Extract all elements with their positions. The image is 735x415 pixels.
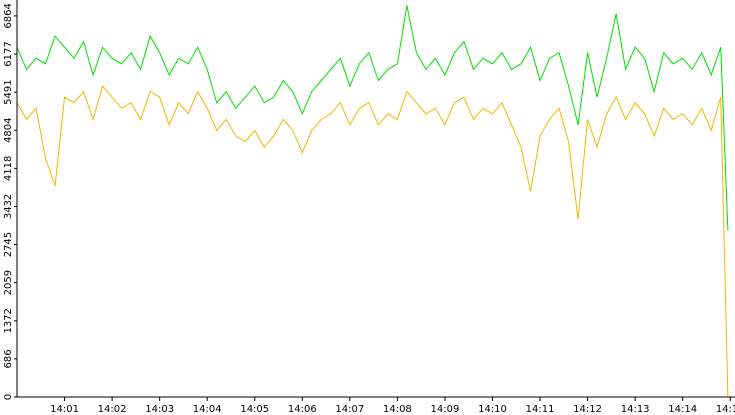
y-tick-label: 1372 [3,308,14,333]
y-tick-label: 2059 [3,270,14,295]
series-line [16,5,729,231]
y-tick-label: 5491 [3,79,14,104]
series-line [16,85,729,398]
x-tick-label: 14:15 [716,404,735,415]
x-tick-label: 14:06 [288,404,317,415]
x-tick-label: 14:08 [383,404,412,415]
x-tick-label: 14:01 [50,404,79,415]
x-tick-label: 14:13 [621,404,650,415]
x-tick-label: 14:02 [98,404,127,415]
x-tick-label: 14:04 [193,404,222,415]
y-tick-label: 6177 [3,41,14,66]
y-tick-label: 2745 [3,232,14,257]
x-tick-label: 14:14 [668,404,697,415]
x-tick-label: 14:03 [145,404,174,415]
x-tick-label: 14:05 [240,404,269,415]
x-tick-label: 14:11 [526,404,555,415]
y-tick-label: 6864 [3,3,14,28]
x-tick-label: 14:12 [573,404,602,415]
x-tick-label: 14:09 [431,404,460,415]
y-tick-label: 4118 [3,156,14,181]
y-tick-label: 686 [3,349,14,368]
y-tick-label: 4804 [3,118,14,143]
y-tick-label: 3432 [3,194,14,219]
y-tick-label: 0 [3,394,14,400]
x-tick-label: 14:10 [478,404,507,415]
x-tick-label: 14:07 [335,404,364,415]
